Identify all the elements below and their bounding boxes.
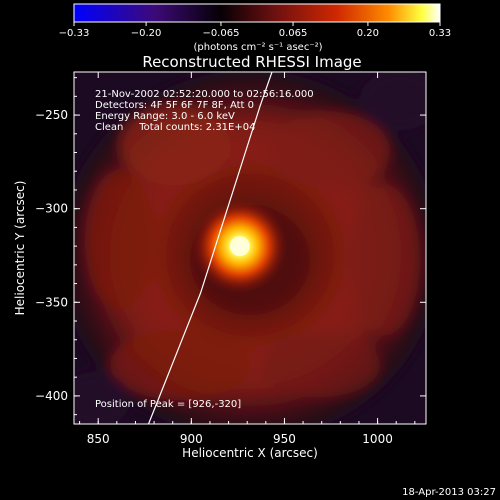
x-tick-label: 850 [87, 432, 110, 446]
colorbar-tick-label: 0.065 [279, 28, 308, 39]
flare-source [191, 198, 288, 295]
chart-title: Reconstructed RHESSI Image [142, 53, 361, 71]
x-tick-label: 1000 [362, 432, 393, 446]
colorbar: −0.33 −0.20 −0.065 0.065 0.20 0.33 (photons c… [59, 3, 451, 53]
annotation-clean-counts: Clean Total counts: 2.31E+04 [95, 122, 255, 133]
y-axis: −250 −300 −350 −400 [35, 77, 426, 416]
x-axis: 850 900 950 1000 [79, 72, 416, 446]
colorbar-tick-label: 0.20 [357, 28, 379, 39]
annotation-detectors: Detectors: 4F 5F 6F 7F 8F, Att 0 [95, 100, 254, 111]
y-tick-label: −300 [35, 202, 68, 216]
x-axis-label: Heliocentric X (arcsec) [182, 446, 318, 460]
x-tick-label: 950 [273, 432, 296, 446]
colorbar-gradient [73, 3, 441, 23]
y-tick-label: −400 [35, 389, 68, 403]
timestamp: 18-Apr-2013 03:27 [402, 487, 496, 498]
annotation-block: 21-Nov-2002 02:52:20.000 to 02:56:16.000… [95, 89, 314, 133]
solar-limb-curve [147, 72, 273, 424]
plot-frame [73, 71, 427, 425]
annotation-time-range: 21-Nov-2002 02:52:20.000 to 02:56:16.000 [95, 89, 314, 100]
plot-area [74, 72, 426, 424]
y-tick-label: −250 [35, 108, 68, 122]
colorbar-tick-label: 0.33 [429, 28, 451, 39]
x-tick-label: 900 [180, 432, 203, 446]
colorbar-tick-label: −0.20 [131, 28, 162, 39]
peak-position-label: Position of Peak = [926,-320] [95, 399, 241, 410]
colorbar-tick-label: −0.065 [202, 28, 239, 39]
colorbar-ticks: −0.33 −0.20 −0.065 0.065 0.20 0.33 [59, 22, 451, 39]
annotation-energy-range: Energy Range: 3.0 - 6.0 keV [95, 111, 235, 122]
flare-peak-core [229, 236, 250, 257]
y-tick-label: −350 [35, 295, 68, 309]
colorbar-tick-label: −0.33 [59, 28, 90, 39]
colorbar-unit-label: (photons cm⁻² s⁻¹ asec⁻²) [193, 42, 322, 53]
y-axis-label: Heliocentric Y (arcsec) [13, 181, 27, 316]
